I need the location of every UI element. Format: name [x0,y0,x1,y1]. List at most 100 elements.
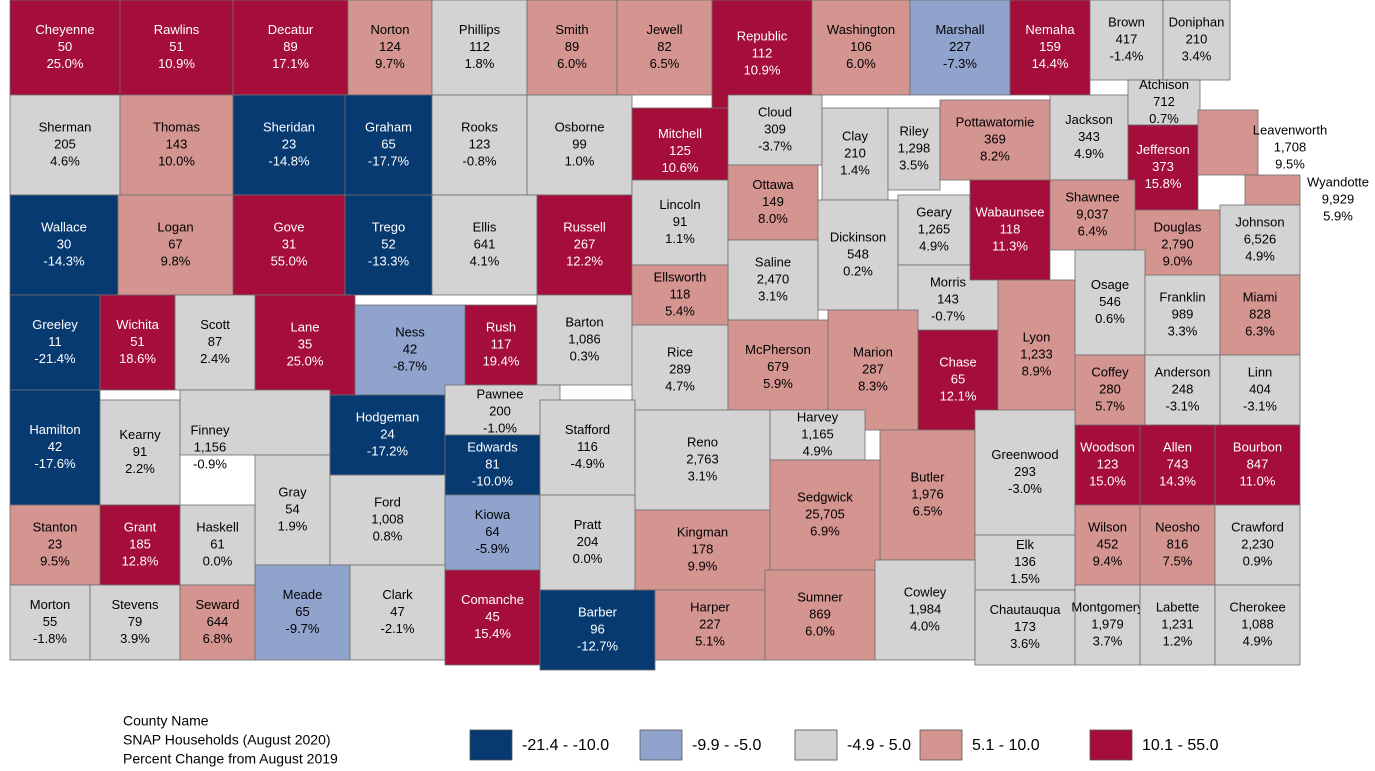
county-households: 143 [937,291,959,306]
county-households: 45 [485,609,499,624]
county: Brown 417 -1.4% [1089,0,1164,81]
county: Russell 267 12.2% [536,194,633,296]
county-shape [1219,354,1301,426]
county-shape [1049,179,1136,251]
county: Scott 87 2.4% [174,294,256,391]
county-households: 280 [1099,381,1121,396]
county-change: 9.8% [161,253,191,268]
county-households: 869 [809,606,831,621]
county-households: 117 [491,336,512,351]
county-change: 3.6% [1010,636,1040,651]
county: Cowley 1,984 4.0% [874,559,976,661]
county-households: 106 [850,39,872,54]
county-households: 52 [381,236,395,251]
county-households: 65 [381,136,395,151]
county-change: 0.3% [570,348,600,363]
county-change: 11.0% [1240,473,1276,488]
county: Gove 31 55.0% [232,194,346,296]
county-name: Rice [667,344,693,359]
county-households: 309 [764,121,786,136]
legend-label: -21.4 - -10.0 [522,737,609,754]
county-households: 65 [295,604,309,619]
county-shape [539,589,656,671]
county-name: Riley [900,123,929,138]
county-name: Kiowa [475,507,511,522]
county-shape [1162,0,1231,81]
county: Meade 65 -9.7% [254,564,351,661]
county-change: 4.9% [1243,633,1273,648]
county-name: Jewell [646,22,682,37]
county-change: -17.6% [34,456,76,471]
county-change: 4.9% [1245,248,1275,263]
county-households: 205 [54,136,76,151]
county: Geary 1,265 4.9% [897,194,971,266]
county-name: Gray [278,484,307,499]
county-households: 369 [984,131,1006,146]
county: Ellsworth 118 5.4% [631,264,729,326]
county-change: 10.9% [744,62,781,77]
county-households: 712 [1153,94,1175,109]
county: Stafford 116 -4.9% [539,399,636,496]
county-households: 452 [1097,536,1119,551]
county-shape [9,389,101,506]
county-name: Labette [1156,599,1199,614]
county-change: 4.6% [50,153,80,168]
county-households: 548 [847,246,869,261]
county: Elk 136 1.5% [974,534,1076,591]
county-name: Greenwood [991,447,1058,462]
county-shape [631,264,729,326]
county: Ellis 641 4.1% [431,194,538,296]
county-name: Hodgeman [356,409,420,424]
county-shape [654,589,766,661]
county-change: 6.5% [650,56,680,71]
county-shape [727,319,829,416]
county-change: -8.7% [393,358,427,373]
county-name: Logan [157,219,193,234]
county-name: Wilson [1088,519,1127,534]
county: Grant 185 12.8% [99,504,181,586]
county: Wichita 51 18.6% [99,294,176,391]
county: Saline 2,470 3.1% [727,239,819,321]
county-name: Edwards [467,439,518,454]
county: Sumner 869 6.0% [764,569,876,661]
legend-swatch [794,729,838,761]
county-change: -0.9% [193,456,227,471]
county: Lyon 1,233 8.9% [997,279,1076,431]
county-households: 91 [673,214,687,229]
county-households: 1,265 [918,221,951,236]
county-shape [1244,174,1301,206]
county: Thomas 143 10.0% [119,94,234,196]
county: Marion 287 8.3% [827,309,919,431]
county-change: 4.7% [665,378,695,393]
county: Woodson 123 15.0% [1074,424,1141,506]
county: Labette 1,231 1.2% [1139,584,1216,666]
county-change: 1.5% [1010,571,1040,586]
county: Cherokee 1,088 4.9% [1214,584,1301,666]
county-shape [817,199,899,311]
county: Linn 404 -3.1% [1219,354,1301,426]
county-change: -3.0% [1008,481,1042,496]
county-change: -14.8% [268,153,310,168]
county-name: Cherokee [1229,599,1285,614]
county-households: 417 [1116,31,1138,46]
county-households: 47 [390,604,404,619]
county-households: 61 [210,536,224,551]
county-shape [254,454,331,566]
county-households: 81 [485,456,499,471]
county: Trego 52 -13.3% [344,194,433,296]
county-change: -10.0% [472,473,514,488]
county-shape [9,194,119,296]
county-change: 3.5% [899,157,929,172]
county-shape [1074,584,1141,666]
county-change: 9.4% [1093,553,1123,568]
county-shape [1139,584,1216,666]
county-name: Sherman [39,119,92,134]
county-name: Douglas [1154,219,1202,234]
county: Wallace 30 -14.3% [9,194,119,296]
county-change: 10.9% [158,56,195,71]
county-shape [631,179,729,266]
county: Pratt 204 0.0% [539,494,636,591]
county-households: 51 [130,334,144,349]
county-households: 1,708 [1274,139,1307,154]
county-change: 3.4% [1182,48,1212,63]
